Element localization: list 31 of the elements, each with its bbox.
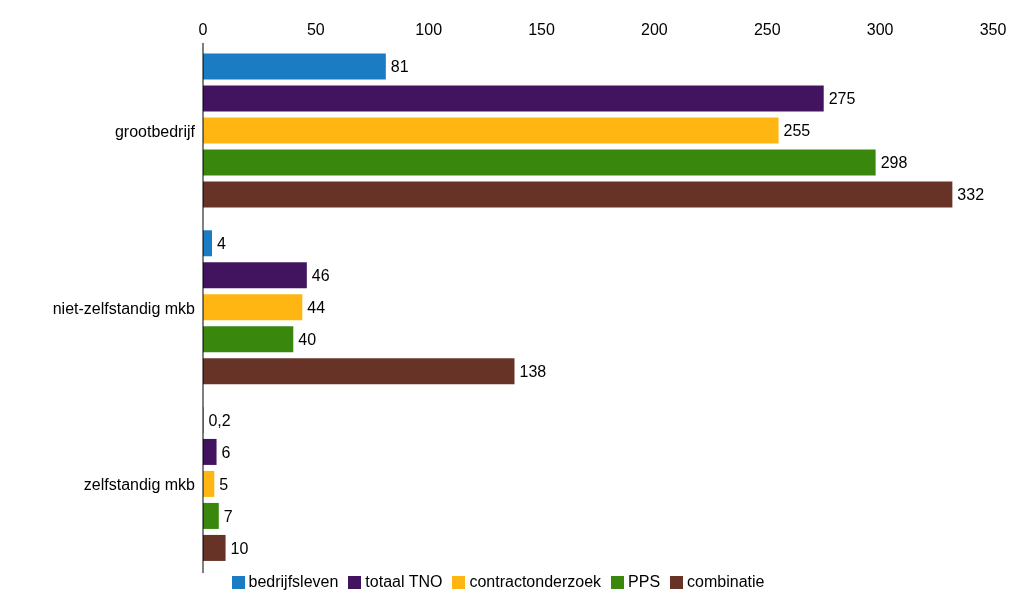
data-label: 4 <box>217 234 227 252</box>
data-label: 255 <box>783 122 811 140</box>
data-label: 6 <box>221 443 231 461</box>
x-tick-label: 200 <box>641 21 668 38</box>
legend-label: bedrijfsleven <box>248 573 339 590</box>
data-label: 0,2 <box>208 411 231 429</box>
y-tick-label: grootbedrijf <box>114 123 196 141</box>
x-tick-label: 300 <box>866 21 894 38</box>
data-label: 5 <box>219 475 229 493</box>
data-label: 275 <box>828 90 856 108</box>
x-tick-label: 350 <box>979 21 1007 38</box>
legend-label: PPS <box>628 573 661 590</box>
legend-label: combinatie <box>687 573 765 590</box>
x-tick-label: 100 <box>415 21 443 38</box>
x-tick-label: 250 <box>753 21 781 38</box>
x-tick-label: 0 <box>198 21 208 38</box>
data-label: 298 <box>880 154 908 172</box>
y-tick-label: niet-zelfstandig mkb <box>52 299 196 317</box>
legend-label: totaal TNO <box>365 573 443 590</box>
x-tick-label: 50 <box>306 21 325 38</box>
data-label: 81 <box>390 58 409 76</box>
data-label: 332 <box>957 186 985 204</box>
data-label: 138 <box>519 362 547 380</box>
data-label: 40 <box>298 330 317 348</box>
data-label: 10 <box>230 539 249 557</box>
x-tick-label: 150 <box>528 21 556 38</box>
data-label: 46 <box>311 266 330 284</box>
y-tick-label: zelfstandig mkb <box>83 476 196 494</box>
data-label: 44 <box>307 298 326 316</box>
legend-label: contractonderzoek <box>469 573 602 590</box>
data-label: 7 <box>223 507 233 525</box>
